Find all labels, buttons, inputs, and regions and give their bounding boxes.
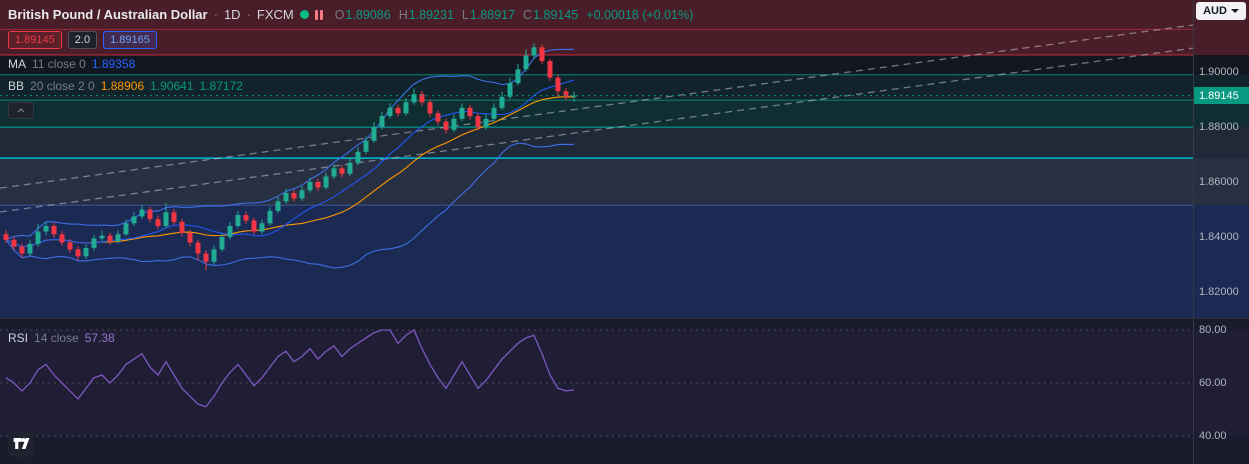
- bb-indicator-row[interactable]: BB 20 close 2 0 1.88906 1.90641 1.87172: [8, 79, 693, 93]
- bb-params: 20 close 2 0: [30, 79, 95, 93]
- currency-label: AUD: [1203, 5, 1227, 17]
- currency-button[interactable]: AUD: [1196, 2, 1246, 20]
- ma-value: 1.89358: [91, 57, 136, 71]
- rsi-chart-canvas[interactable]: [0, 319, 1249, 464]
- ohlc-readout: O 1.89086 H 1.89231 L 1.88917 C 1.89145 +0.0…: [335, 8, 694, 22]
- bb-name: BB: [8, 79, 25, 93]
- high-value: H 1.89231: [398, 7, 454, 22]
- dashed-trendline[interactable]: [0, 47, 1194, 213]
- ma-indicator-row[interactable]: MA 11 close 0 1.89358: [8, 57, 693, 71]
- timeframe-label[interactable]: 1D: [223, 7, 241, 22]
- order-price-tag-red[interactable]: 1.89145: [8, 31, 62, 49]
- rsi-value: 57.38: [84, 331, 115, 345]
- ma-line[interactable]: [5, 79, 575, 248]
- price-zone: [0, 127, 1249, 159]
- low-value: L 1.88917: [461, 7, 516, 22]
- chevron-down-icon: [1230, 9, 1239, 13]
- bb-lower-value: 1.87172: [199, 79, 243, 93]
- ma-name: MA: [8, 57, 26, 71]
- tradingview-logo[interactable]: [8, 430, 35, 457]
- rsi-line[interactable]: [5, 329, 575, 408]
- price-zone: [0, 158, 1249, 206]
- pink-bars-icon: [314, 9, 323, 20]
- price-axis-label: 1.84000: [1199, 231, 1239, 243]
- symbol-row[interactable]: British Pound / Australian Dollar · 1D ·…: [8, 7, 693, 22]
- bb-upper-band[interactable]: [5, 48, 575, 241]
- bb-basis-value: 1.88906: [100, 79, 145, 93]
- chevron-up-icon: [17, 108, 25, 113]
- separator-dot: ·: [213, 7, 218, 22]
- bb-lower-band[interactable]: [5, 142, 575, 269]
- ma-params: 11 close 0: [32, 57, 86, 71]
- pane-separator[interactable]: [0, 318, 1249, 319]
- rsi-params: 14 close: [34, 331, 79, 345]
- price-axis-border: [1193, 0, 1194, 464]
- dashed-trendline[interactable]: [0, 24, 1194, 189]
- price-axis-label: 1.88000: [1199, 121, 1239, 134]
- open-value: O 1.89086: [334, 7, 391, 22]
- price-zone: [0, 100, 1249, 128]
- close-value: C 1.89145: [523, 7, 579, 22]
- bb-upper-value: 1.90641: [150, 79, 194, 93]
- rsi-background-zone: [0, 319, 1249, 464]
- rsi-name: RSI: [8, 331, 29, 345]
- symbol-title[interactable]: British Pound / Australian Dollar: [8, 7, 208, 22]
- price-axis-label: 1.86000: [1199, 176, 1239, 188]
- order-qty-tag[interactable]: 2.0: [67, 31, 98, 49]
- rsi-indicator-row[interactable]: RSI 14 close 57.38: [8, 331, 115, 345]
- exchange-label[interactable]: FXCM: [256, 7, 294, 22]
- price-axis-label: 1.90000: [1199, 66, 1239, 78]
- rsi-band-zone: [0, 330, 1249, 436]
- price-axis-label: 60.00: [1199, 377, 1227, 389]
- order-price-tag-blue[interactable]: 1.89165: [103, 31, 157, 49]
- separator-dot: ·: [246, 7, 251, 22]
- chart-legend: British Pound / Australian Dollar · 1D ·…: [8, 7, 693, 119]
- price-zone: [0, 205, 1249, 318]
- price-axis[interactable]: AUD 1.90000 1.88000 1.86000 1.84000 1.82000 8…: [1194, 0, 1249, 464]
- order-tags-row: 1.89145 2.0 1.89165: [8, 31, 693, 49]
- collapse-legend-button[interactable]: [8, 102, 34, 119]
- tradingview-logo-icon: [13, 437, 30, 450]
- change-value: +0.00018 (+0.01%): [586, 7, 694, 22]
- last-price-tag: 1.89145: [1194, 87, 1249, 104]
- candlestick-series[interactable]: [3, 43, 577, 270]
- price-axis-label: 1.82000: [1199, 286, 1239, 298]
- market-open-dot-icon: [299, 10, 309, 19]
- price-axis-label: 80.00: [1199, 324, 1227, 336]
- price-axis-label: 40.00: [1199, 430, 1227, 442]
- main-chart-canvas[interactable]: [0, 0, 1249, 319]
